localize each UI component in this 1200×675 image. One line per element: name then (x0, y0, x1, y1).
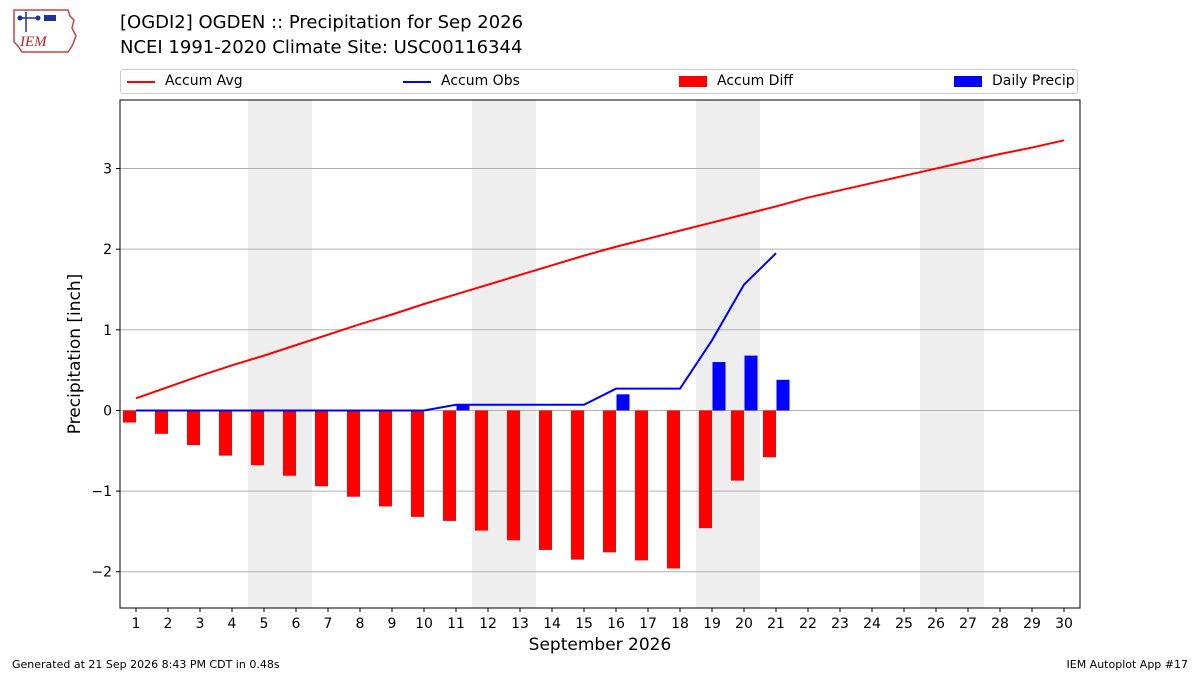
accum-diff-bar (219, 410, 232, 456)
daily-precip-bar (744, 355, 758, 411)
x-tick-label: 5 (260, 616, 269, 632)
accum-diff-bar (315, 410, 328, 487)
x-tick-label: 25 (895, 616, 913, 632)
accum-diff-bar (603, 410, 616, 553)
app-footer: IEM Autoplot App #17 (1066, 658, 1189, 671)
accum-diff-bar (187, 410, 200, 446)
accum-avg-line (135, 139, 1065, 400)
x-tick-label: 19 (703, 616, 721, 632)
weekend-band (248, 100, 312, 608)
x-tick-label: 23 (831, 616, 849, 632)
y-tick-label: 0 (103, 403, 112, 419)
accum-diff-bar (155, 410, 168, 434)
accum-obs-line (136, 252, 777, 412)
x-tick-label: 7 (324, 616, 333, 632)
accum-diff-bar (507, 410, 520, 541)
y-tick-label: 1 (103, 323, 112, 339)
legend-swatch-daily-precip (954, 76, 982, 87)
chart-subtitle: NCEI 1991-2020 Climate Site: USC00116344 (120, 37, 523, 58)
x-tick-label: 29 (1023, 616, 1041, 632)
x-tick-label: 16 (607, 616, 625, 632)
y-axis-label: Precipitation [inch] (65, 274, 85, 435)
x-tick-label: 18 (671, 616, 689, 632)
generated-footer: Generated at 21 Sep 2026 8:43 PM CDT in … (12, 658, 280, 671)
accum-diff-bar (443, 410, 456, 521)
iem-logo: IEM (13, 9, 77, 53)
x-tick-label: 11 (447, 616, 465, 632)
daily-precip-bar (776, 379, 790, 411)
accum-diff-bar (283, 410, 296, 476)
daily-precip-bar (616, 394, 630, 411)
logo-text: IEM (19, 34, 48, 50)
accum-diff-bar (475, 410, 488, 531)
x-tick-label: 12 (479, 616, 497, 632)
accum-diff-bar (667, 410, 680, 569)
x-tick-label: 15 (575, 616, 593, 632)
x-tick-label: 13 (511, 616, 529, 632)
chart-title: [OGDI2] OGDEN :: Precipitation for Sep 2… (120, 12, 524, 33)
accum-diff-bar (379, 410, 392, 507)
x-tick-label: 8 (356, 616, 365, 632)
legend-label: Daily Precip (992, 73, 1075, 89)
x-tick-label: 2 (164, 616, 173, 632)
accum-diff-bar (251, 410, 264, 466)
accum-diff-bar (411, 410, 424, 517)
weekend-band (472, 100, 536, 608)
x-tick-label: 10 (415, 616, 433, 632)
x-tick-label: 14 (543, 616, 561, 632)
y-tick-label: −1 (91, 484, 112, 500)
x-tick-label: 1 (132, 616, 141, 632)
y-tick-label: 2 (103, 242, 112, 258)
accum-diff-bar (347, 410, 360, 497)
accum-diff-bar (539, 410, 552, 550)
daily-precip-bar (712, 362, 726, 411)
x-tick-label: 28 (991, 616, 1009, 632)
y-tick-label: −2 (91, 565, 112, 581)
x-tick-label: 6 (292, 616, 301, 632)
accum-diff-bar (731, 410, 744, 481)
x-tick-label: 26 (927, 616, 945, 632)
weekend-band (920, 100, 984, 608)
accum-diff-bar (699, 410, 712, 529)
accum-diff-bar (763, 410, 776, 458)
x-tick-label: 17 (639, 616, 657, 632)
legend: Accum Avg Accum Obs Accum Diff Daily Pre… (120, 69, 1078, 94)
legend-swatch-accum-obs (403, 81, 431, 83)
weekend-band (696, 100, 760, 608)
legend-label: Accum Diff (717, 73, 794, 89)
accum-diff-bar (635, 410, 648, 561)
y-tick-label: 3 (103, 162, 112, 178)
plot-frame (119, 99, 1081, 609)
accum-diff-bar (571, 410, 584, 560)
x-tick-label: 20 (735, 616, 753, 632)
x-tick-label: 24 (863, 616, 881, 632)
x-axis-label: September 2026 (529, 635, 672, 655)
legend-label: Accum Avg (165, 73, 243, 89)
x-tick-label: 27 (959, 616, 977, 632)
x-tick-label: 21 (767, 616, 785, 632)
daily-precip-bar (456, 404, 470, 411)
accum-diff-bar (123, 410, 136, 423)
legend-swatch-accum-avg (127, 81, 155, 83)
x-tick-label: 4 (228, 616, 237, 632)
x-tick-label: 3 (196, 616, 205, 632)
legend-swatch-accum-diff (679, 76, 707, 87)
x-tick-label: 9 (388, 616, 397, 632)
x-tick-label: 22 (799, 616, 817, 632)
x-tick-label: 30 (1055, 616, 1073, 632)
legend-label: Accum Obs (441, 73, 520, 89)
